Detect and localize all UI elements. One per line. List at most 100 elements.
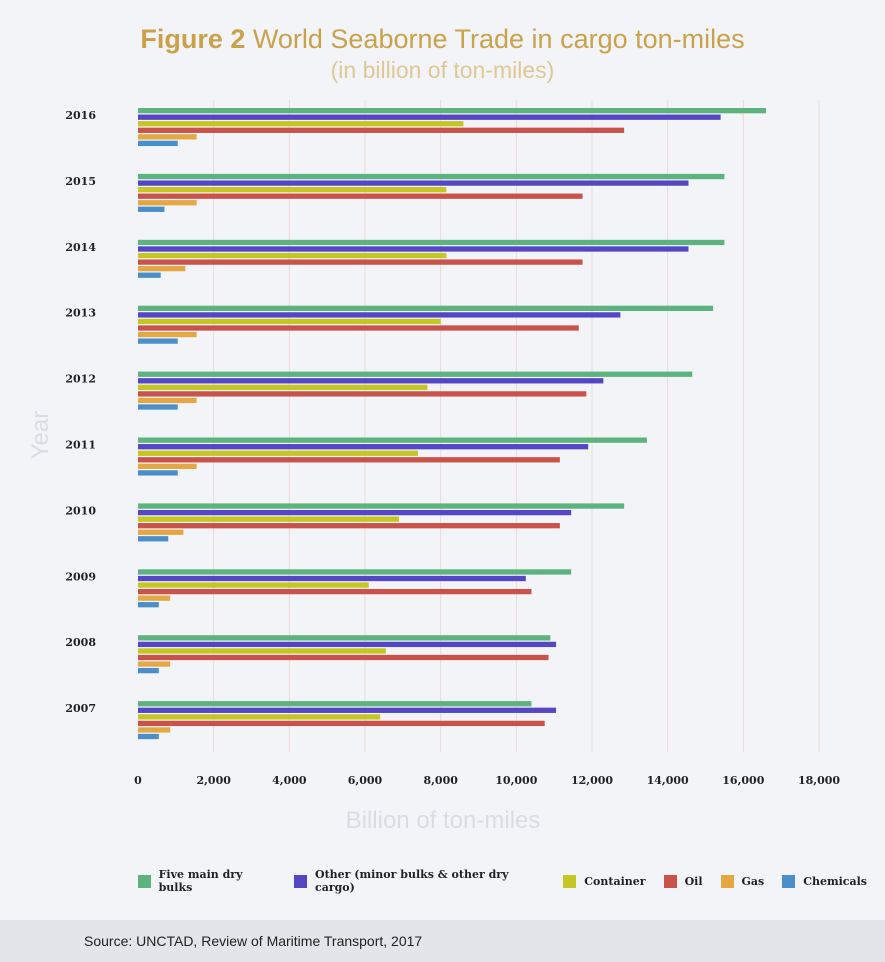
bars bbox=[138, 108, 767, 740]
legend-swatch bbox=[563, 874, 577, 888]
bar bbox=[138, 239, 725, 246]
bar bbox=[138, 200, 197, 206]
y-tick-label: 2016 bbox=[65, 109, 96, 122]
bar bbox=[138, 318, 441, 325]
legend-swatch bbox=[782, 874, 796, 888]
legend-label: Oil bbox=[684, 874, 703, 888]
bar bbox=[138, 325, 579, 331]
bar bbox=[138, 457, 560, 463]
bar bbox=[138, 108, 767, 114]
chart-title-figure-label: Figure 2 bbox=[140, 24, 246, 54]
bar bbox=[138, 667, 159, 674]
bar bbox=[138, 602, 159, 608]
y-tick-label: 2009 bbox=[65, 570, 96, 583]
bar bbox=[138, 331, 197, 338]
x-tick-label: 8,000 bbox=[423, 774, 458, 787]
y-tick-label: 2014 bbox=[65, 241, 96, 254]
y-tick-label: 2010 bbox=[65, 504, 96, 517]
y-tick-label: 2007 bbox=[65, 702, 96, 715]
bar bbox=[138, 470, 178, 476]
bar bbox=[138, 582, 369, 588]
x-axis-title: Billion of ton-miles bbox=[346, 807, 541, 834]
bar bbox=[138, 397, 197, 404]
y-tick-label: 2015 bbox=[65, 175, 96, 188]
bar bbox=[138, 378, 604, 384]
legend-swatch bbox=[663, 874, 677, 888]
bar bbox=[138, 523, 560, 529]
source-note: Source: UNCTAD, Review of Maritime Trans… bbox=[84, 933, 423, 949]
legend-swatch bbox=[138, 874, 151, 888]
y-tick-label: 2012 bbox=[65, 373, 96, 386]
bar bbox=[138, 127, 625, 133]
bar bbox=[138, 259, 583, 265]
bar bbox=[138, 187, 447, 193]
bar bbox=[138, 569, 572, 575]
legend-item: Five main dry bulks bbox=[138, 868, 276, 894]
bar bbox=[138, 588, 532, 595]
chart-subtitle: (in billion of ton-miles) bbox=[330, 57, 555, 83]
bar bbox=[138, 595, 171, 601]
bar bbox=[138, 206, 165, 212]
bar bbox=[138, 701, 532, 707]
bar bbox=[138, 371, 693, 377]
bar bbox=[138, 384, 428, 390]
bar bbox=[138, 509, 572, 516]
y-tick-label: 2008 bbox=[65, 636, 96, 649]
bar bbox=[138, 463, 197, 469]
y-tick-label: 2013 bbox=[65, 307, 96, 320]
x-tick-label: 10,000 bbox=[495, 774, 537, 787]
bar bbox=[138, 193, 583, 199]
y-tick-label: 2011 bbox=[65, 439, 96, 452]
x-tick-label: 6,000 bbox=[348, 774, 383, 787]
x-tick-label: 18,000 bbox=[798, 774, 840, 787]
bar bbox=[138, 114, 721, 120]
x-tick-label: 4,000 bbox=[272, 774, 307, 787]
x-tick-label: 0 bbox=[134, 774, 142, 787]
legend-item: Oil bbox=[663, 874, 703, 888]
bar bbox=[138, 305, 714, 311]
bar bbox=[138, 733, 159, 740]
chart-legend: Five main dry bulks Other (minor bulks & … bbox=[138, 868, 885, 894]
bar bbox=[138, 654, 549, 661]
legend-swatch bbox=[294, 874, 307, 888]
bar bbox=[138, 134, 197, 140]
bar bbox=[138, 252, 447, 259]
footer-bar: Source: UNCTAD, Review of Maritime Trans… bbox=[0, 920, 885, 962]
bar bbox=[138, 121, 464, 127]
legend-item: Other (minor bulks & other dry cargo) bbox=[294, 868, 545, 894]
bar bbox=[138, 529, 184, 535]
bar bbox=[138, 575, 526, 582]
y-axis-ticks: 2016 2015 2014 2013 2012 2011 2010 2009 2008 2007 bbox=[65, 109, 96, 715]
x-axis-ticks: 0 2,000 4,000 6,000 8,000 10,000 12,000 14,000 1… bbox=[134, 774, 840, 787]
bar bbox=[138, 661, 171, 667]
bar bbox=[138, 140, 178, 147]
legend-item: Chemicals bbox=[782, 874, 867, 888]
legend-item: Container bbox=[563, 874, 646, 888]
legend-item: Gas bbox=[720, 874, 765, 888]
bar bbox=[138, 720, 545, 727]
bar bbox=[138, 272, 161, 278]
bar bbox=[138, 707, 557, 713]
bar bbox=[138, 338, 178, 344]
bar bbox=[138, 312, 621, 318]
bar bbox=[138, 437, 647, 443]
bar bbox=[138, 391, 587, 397]
bar bbox=[138, 516, 400, 522]
bar bbox=[138, 246, 689, 252]
bar bbox=[138, 727, 171, 733]
bar bbox=[138, 180, 689, 186]
bar bbox=[138, 648, 386, 654]
x-tick-label: 16,000 bbox=[722, 774, 764, 787]
bar bbox=[138, 404, 178, 410]
x-tick-label: 14,000 bbox=[647, 774, 689, 787]
bar bbox=[138, 635, 551, 641]
x-tick-label: 12,000 bbox=[571, 774, 613, 787]
bar bbox=[138, 173, 725, 180]
legend-label: Container bbox=[584, 874, 646, 888]
bar bbox=[138, 450, 418, 456]
chart-title-text: World Seaborne Trade in cargo ton-miles bbox=[245, 24, 745, 54]
chart-title-block: Figure 2 World Seaborne Trade in cargo t… bbox=[0, 22, 885, 84]
legend-label: Gas bbox=[741, 874, 765, 888]
bar bbox=[138, 444, 589, 450]
